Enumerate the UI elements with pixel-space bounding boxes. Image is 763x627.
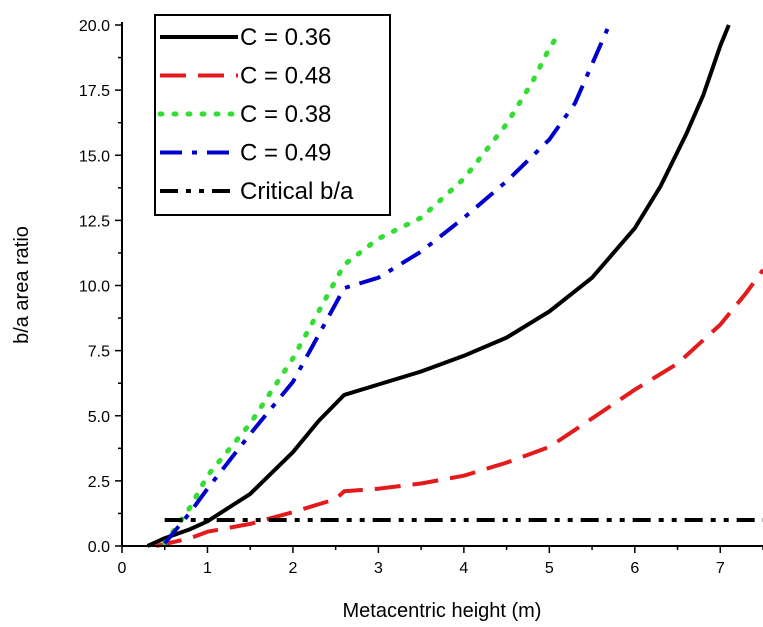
x-axis-title: Metacentric height (m) <box>343 600 542 622</box>
y-tick-label: 2.5 <box>88 474 110 491</box>
series-line-2 <box>155 268 763 548</box>
x-tick-label: 6 <box>630 560 639 577</box>
series-line-1 <box>146 24 731 548</box>
y-tick-label: 7.5 <box>88 344 110 361</box>
legend: C = 0.36 C = 0.48 C = 0.38 C = 0.49 Critical… <box>157 24 354 205</box>
x-tick-label: 4 <box>459 560 468 577</box>
y-tick-label: 10.0 <box>79 279 110 296</box>
axes: 0 1 2 3 4 5 6 7 0.0 2.5 5.0 7.5 10.0 12.5 15.0 17.5 20.0 <box>79 18 763 577</box>
y-tick-label: 5.0 <box>88 409 110 426</box>
legend-label-2: C = 0.48 <box>240 63 331 90</box>
y-tick-label: 17.5 <box>79 83 110 100</box>
legend-label-3: C = 0.38 <box>240 101 331 128</box>
x-tick-label: 2 <box>288 560 297 577</box>
x-tick-label: 0 <box>118 560 127 577</box>
legend-box <box>154 14 391 216</box>
legend-label-4: C = 0.49 <box>240 140 331 167</box>
series-line-4 <box>163 24 612 545</box>
series-line-3 <box>162 32 561 546</box>
x-tick-label: 7 <box>716 560 725 577</box>
plot-series-group <box>146 24 763 548</box>
y-tick-label: 15.0 <box>79 148 110 165</box>
x-tick-label: 3 <box>374 560 383 577</box>
legend-label-5: Critical b/a <box>240 178 354 205</box>
y-tick-label: 20.0 <box>79 18 110 35</box>
x-tick-label: 1 <box>203 560 212 577</box>
y-tick-label: 0.0 <box>88 539 110 556</box>
x-tick-label: 5 <box>545 560 554 577</box>
y-axis-title: b/a area ratio <box>11 226 33 344</box>
legend-label-1: C = 0.36 <box>240 24 331 51</box>
y-tick-label: 12.5 <box>79 213 110 230</box>
